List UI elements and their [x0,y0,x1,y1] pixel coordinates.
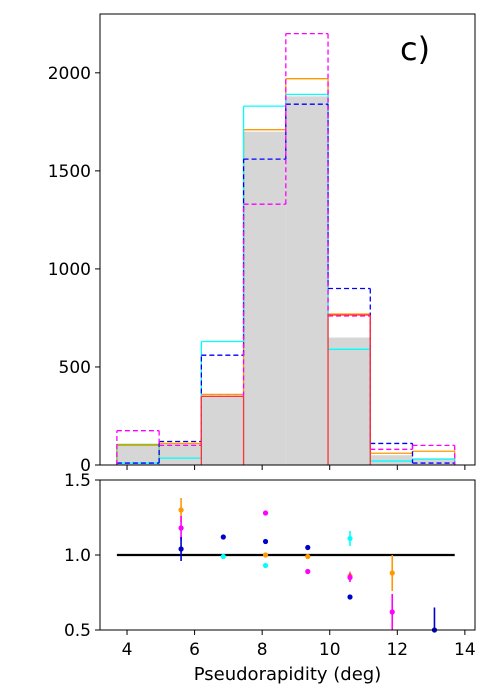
ratio-point [347,535,353,542]
y-tick-label: 0.5 [64,621,91,641]
ratio-point [178,507,184,513]
x-tick-label: 4 [122,640,133,660]
y-tick-label: 0 [80,456,91,476]
y-tick-label: 500 [59,358,91,378]
histogram-bar [285,96,329,466]
panel-label: c) [400,30,430,68]
ratio-point [262,562,269,569]
histogram-bar [243,131,286,466]
histogram-bar [412,458,455,465]
x-tick-label: 14 [454,640,476,660]
ratio-point [347,594,353,600]
ratio-panel: 0.5 1.0 1.5 4 6 8 10 12 14 [64,471,476,660]
x-axis-label: Pseudorapidity (deg) [194,664,382,685]
ratio-point [220,534,226,540]
histogram-bar [116,445,160,465]
histogram-bar [159,443,202,465]
histogram-panel: 0 500 1000 1500 2000 [48,13,476,476]
ratio-point [389,609,395,615]
x-tick-label: 8 [257,640,268,660]
ratio-point [305,568,311,575]
ratio-point [262,552,269,558]
ratio-point [262,538,269,545]
y-tick-label: 1500 [48,162,91,182]
x-tick-label: 10 [319,640,341,660]
ratio-point [178,525,184,531]
ratio-point [305,544,311,551]
ratio-point [389,570,395,576]
histogram-bar [370,455,413,465]
ratio-point [220,553,226,560]
x-tick-label: 12 [386,640,408,660]
ratio-point [347,574,353,581]
y-tick-label: 1000 [48,260,91,280]
histogram-axes-frame [99,13,476,466]
ratio-point [178,546,184,552]
histogram-bar [201,395,244,465]
x-tick-label: 6 [189,640,200,660]
y-tick-label: 1.0 [64,546,91,566]
ratio-point [262,510,269,516]
y-tick-label: 2000 [48,64,91,84]
ratio-point [305,553,311,560]
histogram-bar [328,337,371,465]
y-tick-label: 1.5 [64,471,91,491]
